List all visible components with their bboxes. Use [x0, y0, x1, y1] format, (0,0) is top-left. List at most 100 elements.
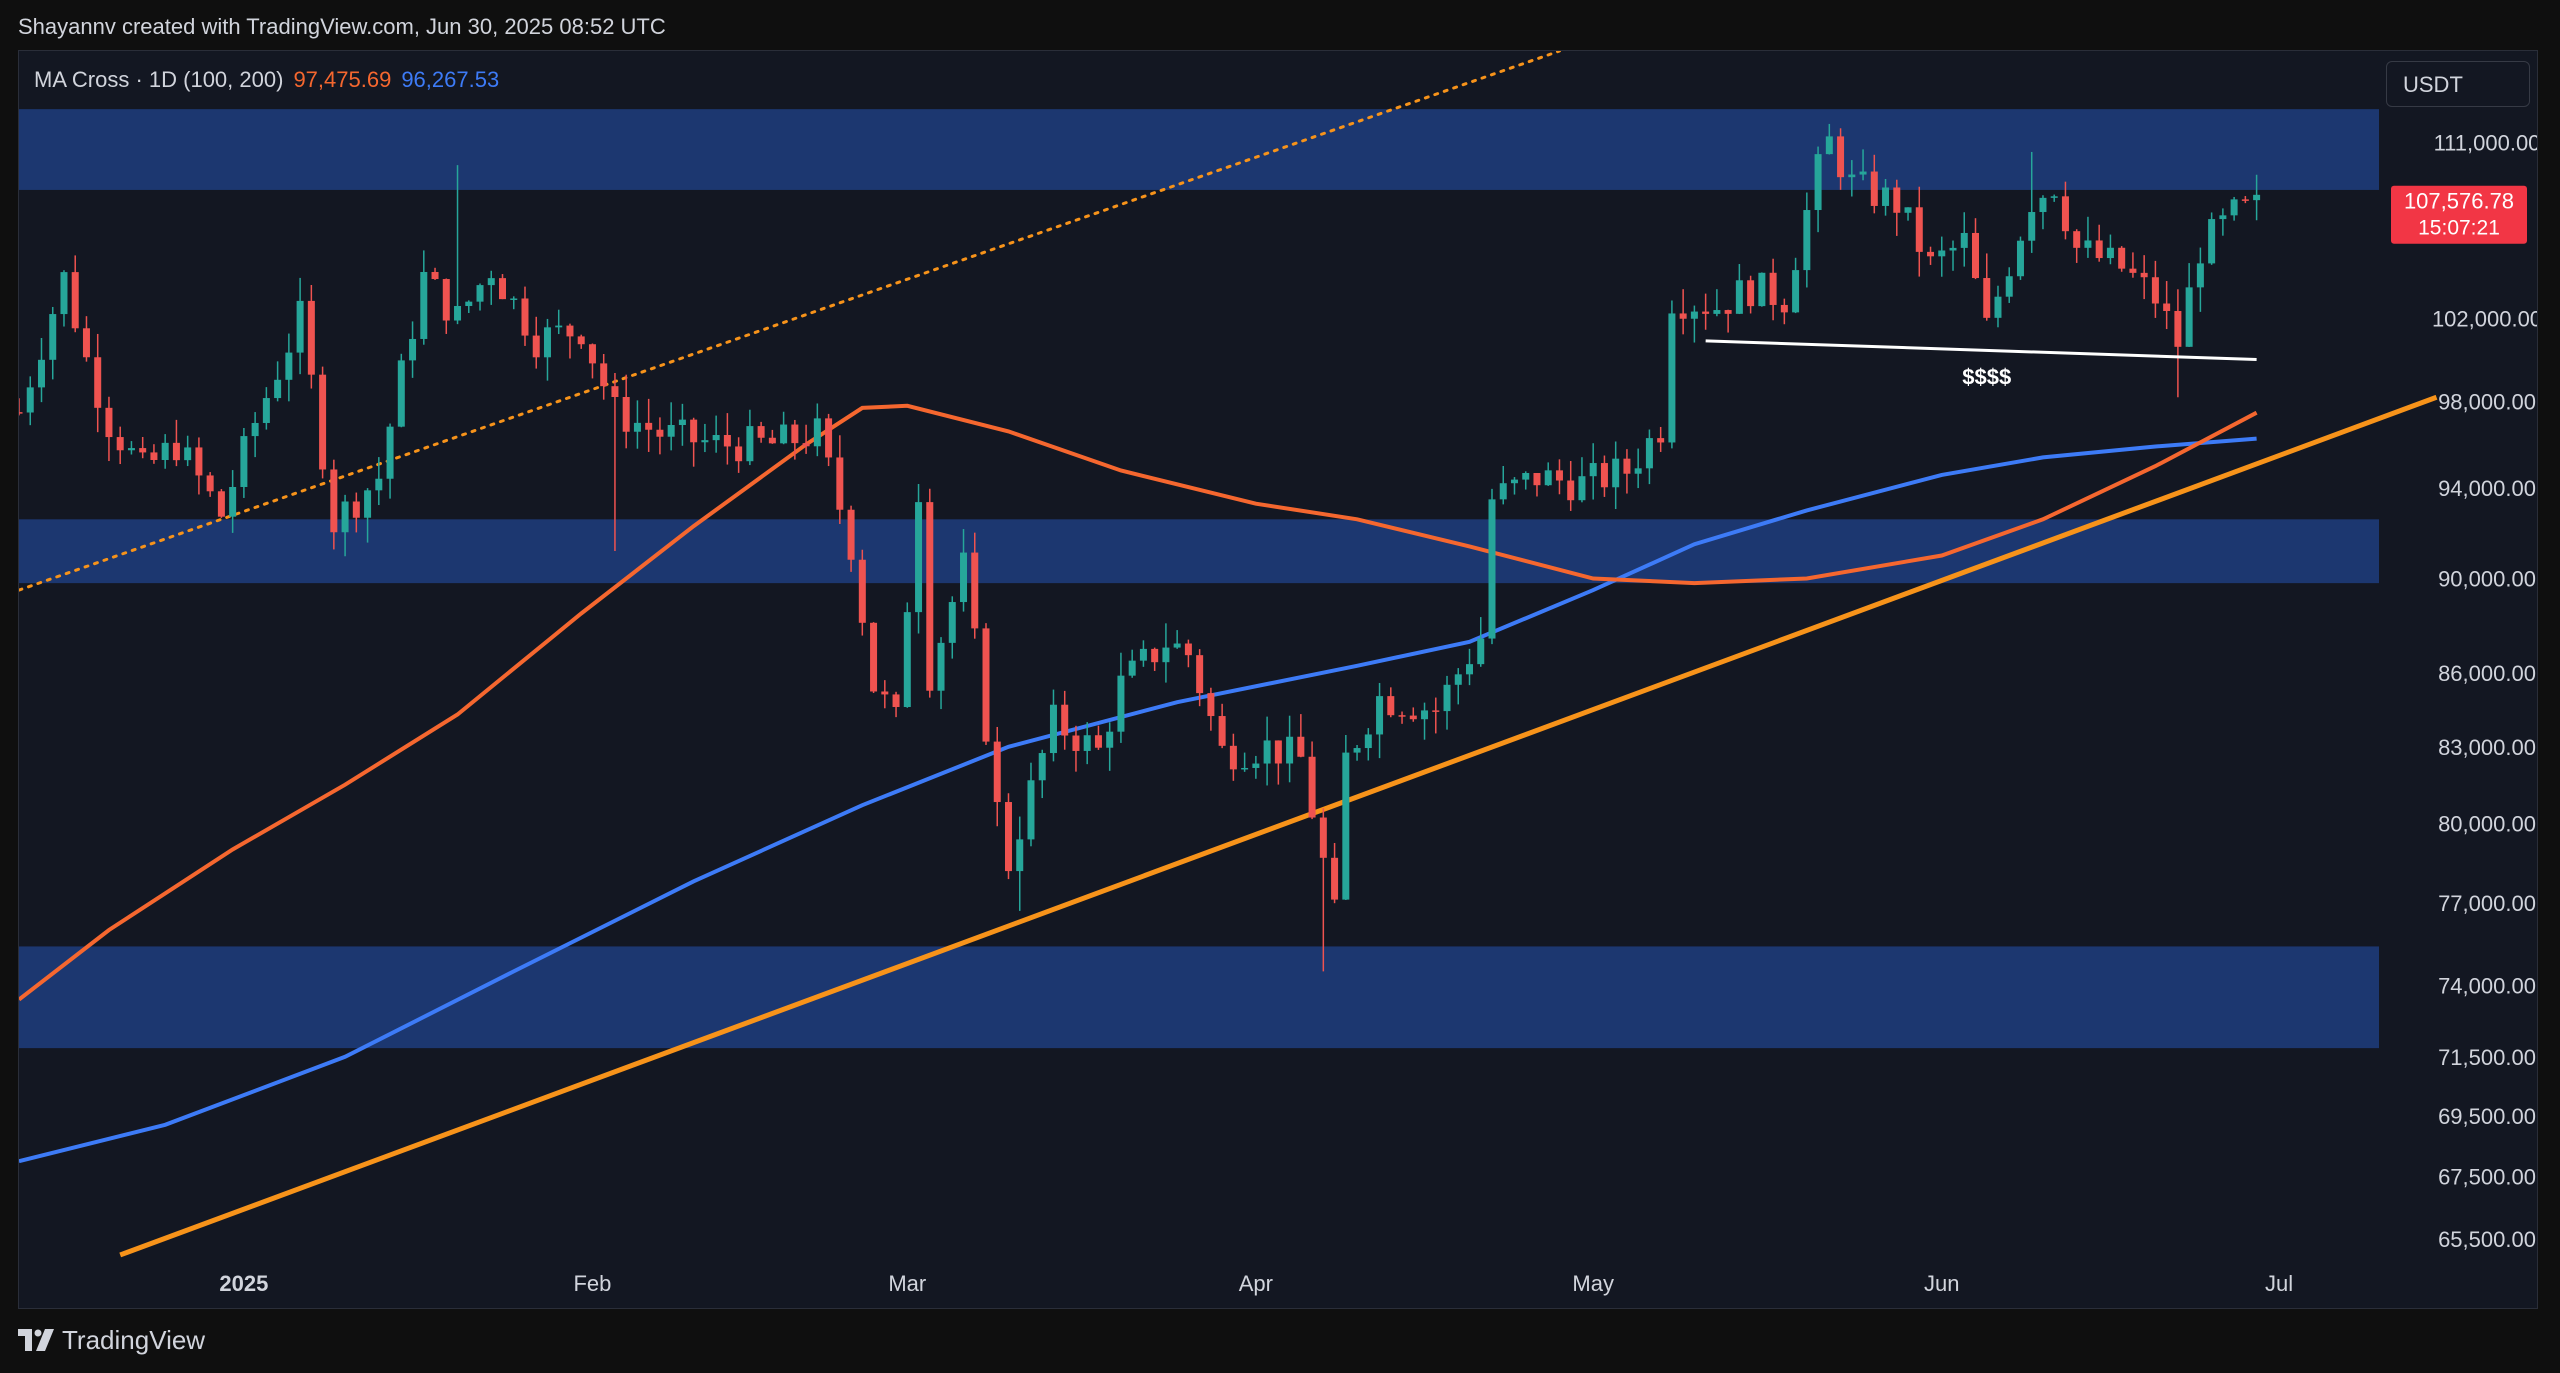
y-axis-tick-label: 98,000.00: [2438, 390, 2536, 415]
candle-body: [645, 422, 653, 430]
candle: [1645, 429, 1653, 485]
candle: [1241, 752, 1249, 772]
candle-body: [1882, 187, 1890, 206]
candle-body: [1409, 715, 1417, 720]
candle: [577, 334, 585, 349]
candle-body: [2230, 199, 2238, 216]
candle: [1747, 275, 1755, 314]
candle: [1263, 716, 1271, 786]
candle-body: [1657, 438, 1665, 443]
candle: [60, 270, 68, 327]
candle-body: [352, 501, 360, 518]
candle: [2140, 255, 2148, 300]
candle: [1634, 448, 1642, 489]
candle-body: [1229, 745, 1237, 770]
candle-body: [1117, 675, 1125, 732]
candle: [768, 429, 776, 444]
candle-body: [2118, 247, 2126, 269]
candle: [172, 419, 180, 467]
candle: [139, 436, 147, 459]
candle: [2084, 216, 2092, 258]
y-axis-tick-label: 102,000.00: [2432, 306, 2537, 331]
candle-body: [791, 424, 799, 444]
candle-body: [881, 691, 889, 695]
y-axis-tick-label: 71,500.00: [2438, 1045, 2536, 1070]
candle-body: [566, 325, 574, 337]
candle: [600, 354, 608, 400]
candle: [1780, 298, 1788, 325]
price-chart[interactable]: $$$$ 111,000.00 102,000.00 98,000.00 94,000.…: [19, 51, 2537, 1308]
candle: [1196, 649, 1204, 707]
candle-body: [2174, 310, 2182, 347]
candle-body: [274, 379, 282, 399]
candle: [1735, 264, 1743, 315]
candle: [2073, 229, 2081, 263]
candle: [330, 459, 338, 550]
candle-body: [1308, 756, 1316, 818]
candle-body: [1544, 470, 1552, 486]
candle-body: [2084, 240, 2092, 248]
candle: [971, 532, 979, 639]
candle-body: [1207, 693, 1215, 717]
candle: [521, 286, 529, 346]
candle: [1297, 714, 1305, 758]
ma100-value: 97,475.69: [293, 67, 392, 92]
candle: [1049, 689, 1057, 762]
candle-body: [1510, 479, 1518, 484]
candle-body: [262, 398, 270, 423]
candle-body: [1353, 748, 1361, 753]
candle-body: [341, 501, 349, 533]
candle: [1713, 289, 1721, 317]
candle: [926, 488, 934, 698]
candle-body: [1477, 638, 1485, 665]
candle: [229, 470, 237, 533]
candle: [2196, 247, 2204, 312]
candle-body: [184, 447, 192, 461]
candle-body: [1724, 310, 1732, 314]
candle-body: [386, 426, 394, 479]
candle: [1488, 488, 1496, 645]
candle: [1499, 465, 1507, 505]
candle: [836, 435, 844, 524]
candle-body: [82, 328, 90, 358]
candle-body: [836, 457, 844, 510]
candle: [375, 457, 383, 506]
x-axis-tick-label: May: [1572, 1271, 1614, 1296]
candle-body: [690, 419, 698, 443]
candle-body: [1027, 780, 1035, 840]
candle: [2163, 281, 2171, 330]
candle-body: [364, 490, 372, 518]
candle: [499, 274, 507, 300]
candle: [1342, 735, 1350, 900]
candle-body: [1612, 458, 1620, 488]
candle-body: [2005, 276, 2013, 297]
candle-body: [1971, 232, 1979, 279]
candle: [465, 300, 473, 313]
chart-area[interactable]: $$$$ 111,000.00 102,000.00 98,000.00 94,000.…: [18, 50, 2538, 1309]
candle: [352, 492, 360, 533]
candle-body: [2073, 231, 2081, 248]
candle: [1769, 258, 1777, 321]
currency-selector-button[interactable]: USDT: [2386, 61, 2530, 107]
candle: [1331, 843, 1339, 904]
candle-body: [1837, 136, 1845, 178]
candle: [588, 343, 596, 379]
candle: [1117, 652, 1125, 743]
candle: [150, 444, 158, 464]
candle-body: [487, 278, 495, 286]
chart-credit-text: Shayannv created with TradingView.com, J…: [18, 14, 666, 39]
tradingview-footer[interactable]: TradingView: [18, 1322, 205, 1358]
candle-body: [768, 437, 776, 444]
candle: [2174, 289, 2182, 398]
candle-body: [1870, 171, 1878, 206]
candle-body: [971, 552, 979, 629]
candle: [881, 680, 889, 709]
candle: [746, 409, 754, 466]
indicator-legend[interactable]: MA Cross · 1D (100, 200) 97,475.69 96,267.…: [34, 67, 499, 93]
candle-body: [1983, 278, 1991, 318]
candle-body: [1623, 458, 1631, 474]
candle: [858, 549, 866, 636]
candle: [206, 472, 214, 497]
candle: [296, 277, 304, 375]
ascending-trendline: [119, 394, 2438, 1258]
